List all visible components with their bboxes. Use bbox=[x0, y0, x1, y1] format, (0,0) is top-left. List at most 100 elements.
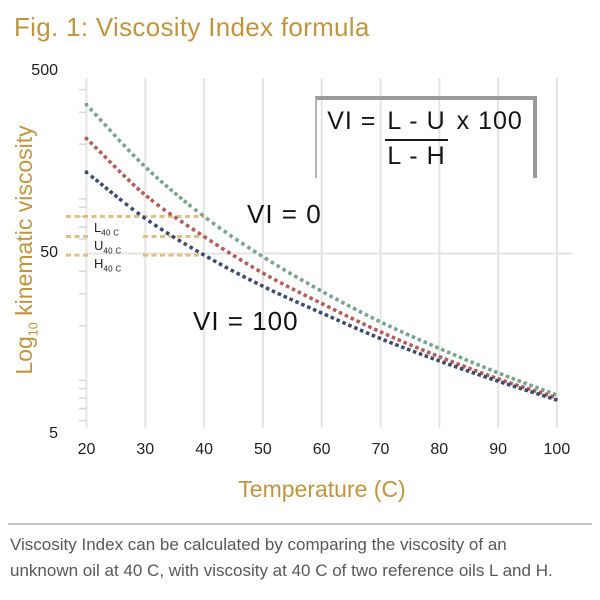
curve-dot bbox=[294, 299, 300, 305]
curve-dot bbox=[102, 122, 108, 128]
curve-dot bbox=[444, 357, 449, 362]
curve-dot bbox=[487, 367, 493, 372]
curve-dot bbox=[200, 252, 206, 257]
curve-dot bbox=[340, 300, 346, 305]
curve-dot bbox=[171, 234, 176, 240]
curve-dot bbox=[220, 246, 226, 252]
curve-dot bbox=[314, 298, 320, 304]
curve-dot bbox=[145, 166, 151, 172]
curve-dot bbox=[387, 324, 393, 329]
curve-dot bbox=[165, 231, 170, 236]
curve-dot bbox=[177, 238, 182, 243]
figure-title: Fig. 1: Viscosity Index formula bbox=[14, 12, 370, 42]
curve-dot bbox=[126, 177, 132, 183]
curve-dot bbox=[178, 195, 183, 201]
curve-dot bbox=[402, 340, 408, 345]
curve-dot bbox=[541, 393, 547, 398]
curve-dot bbox=[159, 179, 165, 185]
ref-label-L40C: L40 C bbox=[94, 220, 119, 238]
y-axis-title-sub: 10 bbox=[26, 322, 41, 337]
y-minor-ticks bbox=[79, 88, 87, 422]
curve-dot bbox=[324, 312, 329, 318]
curve-dot bbox=[255, 268, 261, 273]
curve-dot bbox=[235, 271, 241, 277]
curve-dot bbox=[232, 253, 237, 259]
curve-dot bbox=[84, 170, 89, 175]
curve-dot bbox=[234, 237, 240, 243]
curve-dot bbox=[161, 207, 167, 212]
curve-dot bbox=[311, 284, 316, 289]
curve-dot bbox=[153, 223, 159, 229]
curve-dot bbox=[185, 223, 190, 229]
curve-dot bbox=[375, 318, 381, 324]
curve-dot bbox=[202, 234, 208, 240]
curve-dot bbox=[252, 249, 258, 254]
curve-dot bbox=[373, 327, 379, 332]
curve-dot bbox=[205, 216, 210, 222]
ref-label-U40C: U40 C bbox=[94, 238, 122, 256]
curve-dot bbox=[249, 264, 255, 270]
curve-dot bbox=[277, 291, 282, 297]
ref-letter-U: U bbox=[94, 238, 104, 253]
curve-dot bbox=[282, 294, 288, 300]
curve-dot bbox=[352, 306, 357, 312]
curve-dot bbox=[288, 297, 294, 302]
curve-dot bbox=[308, 296, 314, 301]
curve-dot bbox=[397, 337, 402, 343]
curve-dot bbox=[131, 152, 136, 158]
curve-dot bbox=[512, 384, 517, 389]
curve-dot bbox=[94, 178, 100, 184]
gridlines bbox=[85, 78, 572, 428]
curve-dot bbox=[124, 202, 129, 207]
curve-dot bbox=[164, 183, 169, 189]
curve-dot bbox=[518, 386, 523, 391]
curve-dot bbox=[107, 159, 113, 165]
curve-dot bbox=[297, 290, 302, 295]
vi-formula: VI = L - U L - H x 100 bbox=[327, 107, 523, 170]
curve-dot bbox=[318, 310, 323, 315]
x-axis-title: Temperature (C) bbox=[238, 476, 406, 502]
curve-dot bbox=[273, 277, 279, 283]
curve-dot bbox=[238, 257, 243, 263]
curve-dot bbox=[435, 358, 441, 363]
curve-dot bbox=[93, 145, 99, 151]
ref-label-H40C: H40 C bbox=[94, 256, 122, 274]
curve-dot bbox=[300, 302, 306, 307]
curve-dot bbox=[400, 345, 406, 350]
curve-dot bbox=[179, 219, 185, 225]
curve-dot bbox=[193, 207, 199, 213]
curve-dot bbox=[446, 350, 451, 355]
curve-dot bbox=[511, 376, 516, 381]
curve-dot bbox=[197, 231, 202, 236]
figure-caption: Viscosity Index can be calculated by com… bbox=[10, 532, 596, 585]
curve-dot bbox=[293, 274, 299, 279]
formula-multiplier: x 100 bbox=[456, 107, 523, 135]
curve-dot bbox=[455, 361, 461, 367]
curve-dot bbox=[450, 359, 455, 365]
curve-H bbox=[84, 170, 558, 402]
curve-dot bbox=[211, 221, 216, 226]
curve-dot bbox=[464, 357, 469, 363]
curve-dot bbox=[530, 389, 535, 395]
caption-divider bbox=[8, 523, 592, 525]
curve-dot bbox=[287, 270, 293, 276]
curve-dot bbox=[488, 376, 494, 381]
ref-letter-L: L bbox=[94, 220, 102, 235]
curve-dot bbox=[281, 267, 287, 273]
annotation-vi-0: VI = 0 bbox=[247, 199, 322, 229]
reference-dashes-40C bbox=[66, 214, 205, 257]
curve-dot bbox=[247, 277, 253, 283]
curve-dot bbox=[121, 143, 127, 148]
curve-dot bbox=[140, 190, 146, 196]
curve-dot bbox=[391, 335, 396, 340]
curve-dot bbox=[112, 132, 118, 138]
caption-line-2: unknown oil at 40 C, with viscosity at 4… bbox=[10, 561, 553, 581]
curve-dot bbox=[540, 387, 545, 392]
curve-dot bbox=[426, 350, 431, 355]
curve-dot bbox=[217, 225, 222, 231]
curve-dot bbox=[393, 326, 399, 332]
curve-dot bbox=[381, 321, 387, 326]
curve-dot bbox=[517, 378, 522, 384]
curve-dot bbox=[113, 193, 119, 199]
